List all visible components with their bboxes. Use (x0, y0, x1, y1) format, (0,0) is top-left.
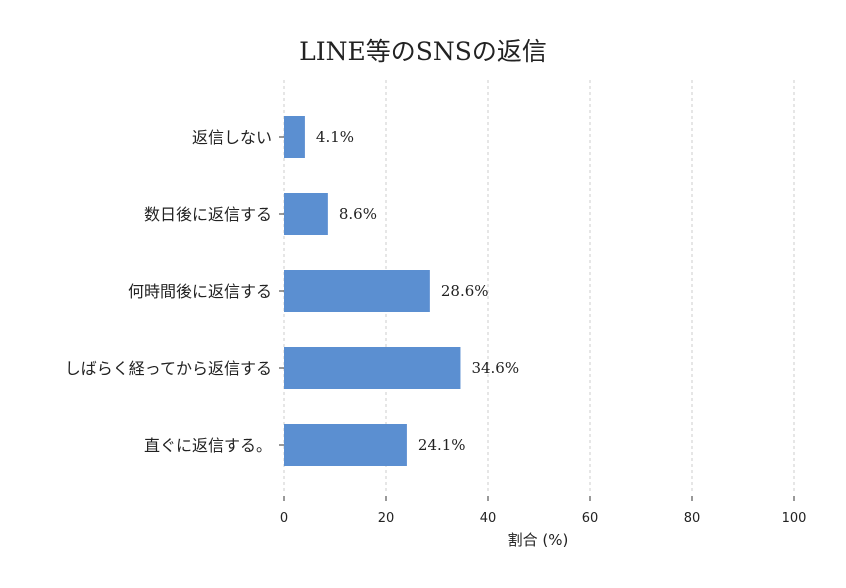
data-label: 28.6% (441, 282, 489, 300)
bar (284, 347, 461, 389)
category-label: しばらく経ってから返信する (65, 359, 272, 378)
x-axis-label: 割合 (%) (508, 531, 569, 549)
bar (284, 193, 328, 235)
category-label: 何時間後に返信する (128, 282, 272, 301)
category-label: 返信しない (192, 128, 272, 147)
x-tick-label: 100 (782, 511, 807, 526)
category-labels: 返信しない数日後に返信する何時間後に返信するしばらく経ってから返信する直ぐに返信… (65, 128, 284, 455)
category-label: 数日後に返信する (144, 205, 272, 224)
value-labels: 4.1% 8.6% 28.6% 34.6% 24.1% (316, 128, 519, 454)
x-tick-label: 0 (280, 511, 288, 526)
x-tick-label: 20 (378, 511, 395, 526)
chart-title: LINE等のSNSの返信 (299, 37, 547, 66)
data-label: 34.6% (471, 359, 519, 377)
bars (284, 116, 461, 466)
x-axis-ticks: 0 20 40 60 80 100 (280, 496, 807, 526)
bar (284, 116, 305, 158)
x-tick-label: 40 (480, 511, 497, 526)
x-tick-label: 80 (684, 511, 701, 526)
data-label: 4.1% (316, 128, 354, 146)
bar (284, 270, 430, 312)
x-tick-label: 60 (582, 511, 599, 526)
data-label: 24.1% (418, 436, 466, 454)
data-label: 8.6% (339, 205, 377, 223)
category-label: 直ぐに返信する。 (144, 436, 272, 455)
grid-lines (283, 80, 795, 492)
bar (284, 424, 407, 466)
